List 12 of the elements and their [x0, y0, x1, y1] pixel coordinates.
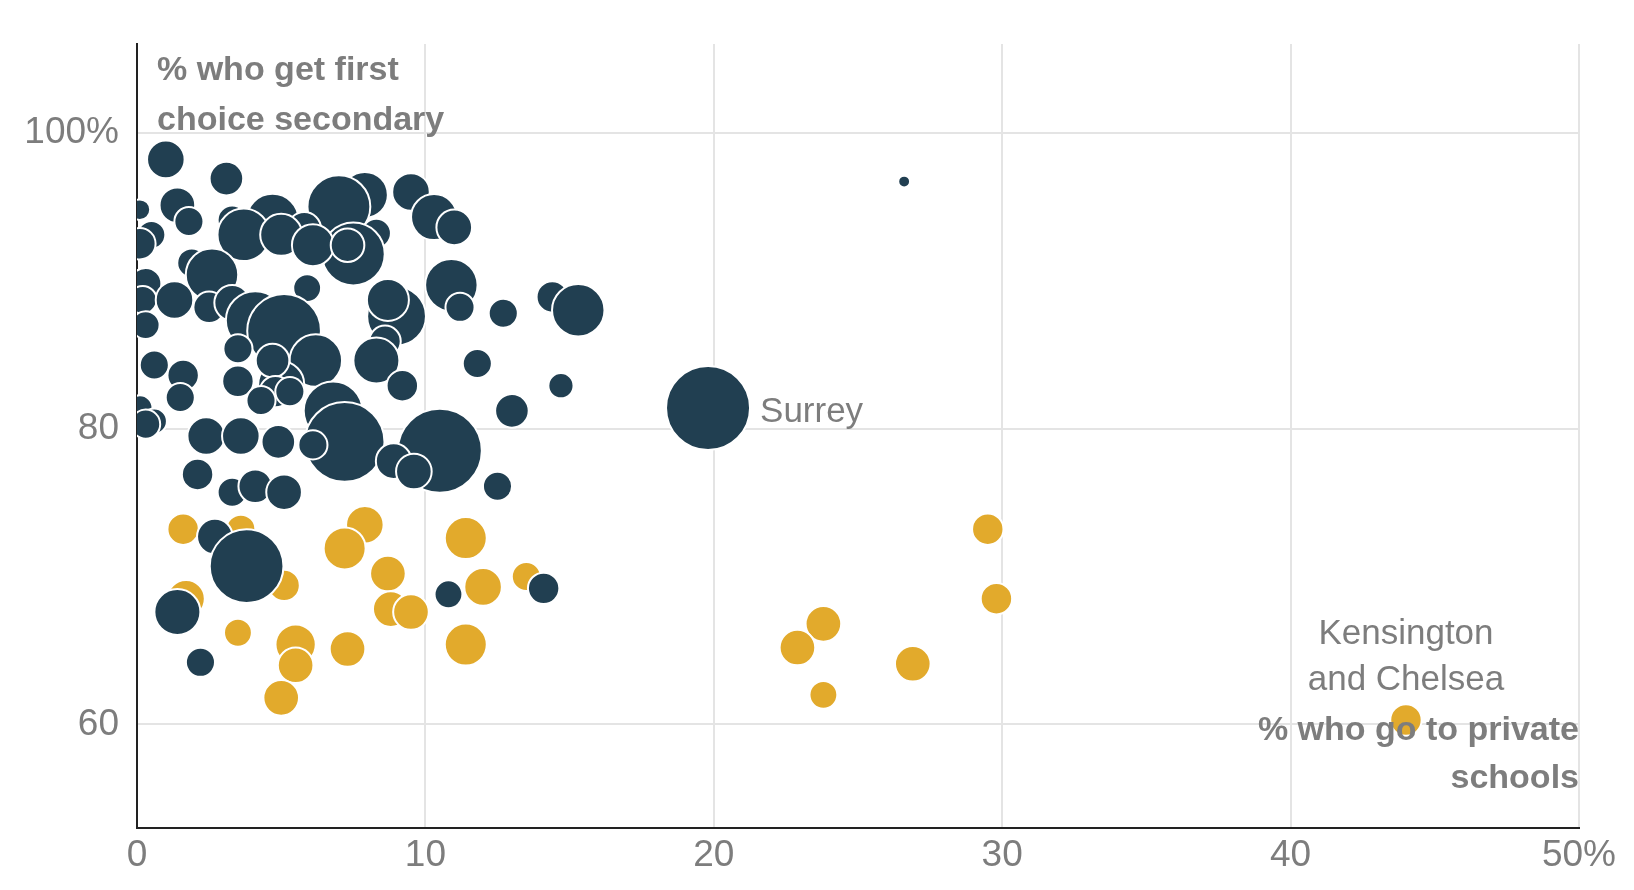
annotation: Surrey: [760, 389, 864, 429]
y-axis-title: % who get first choice secondary: [157, 49, 445, 137]
y-tick-label: 100%: [24, 109, 119, 151]
x-tick-label: 0: [126, 833, 148, 875]
y-tick-label: 80: [77, 405, 119, 447]
x-tick-label: 10: [404, 833, 446, 875]
y-tick-label: 60: [77, 701, 119, 743]
x-tick-label: 30: [981, 833, 1023, 875]
annotation: Kensington and Chelsea: [1307, 612, 1505, 698]
x-tick-label: 40: [1270, 833, 1312, 875]
x-tick-label: 20: [693, 833, 735, 875]
x-tick-label: 50%: [1541, 833, 1617, 875]
